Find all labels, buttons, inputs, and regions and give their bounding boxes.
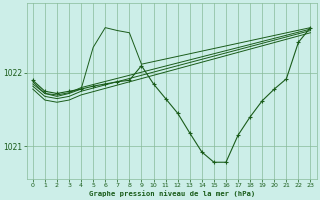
X-axis label: Graphe pression niveau de la mer (hPa): Graphe pression niveau de la mer (hPa) bbox=[89, 190, 255, 197]
